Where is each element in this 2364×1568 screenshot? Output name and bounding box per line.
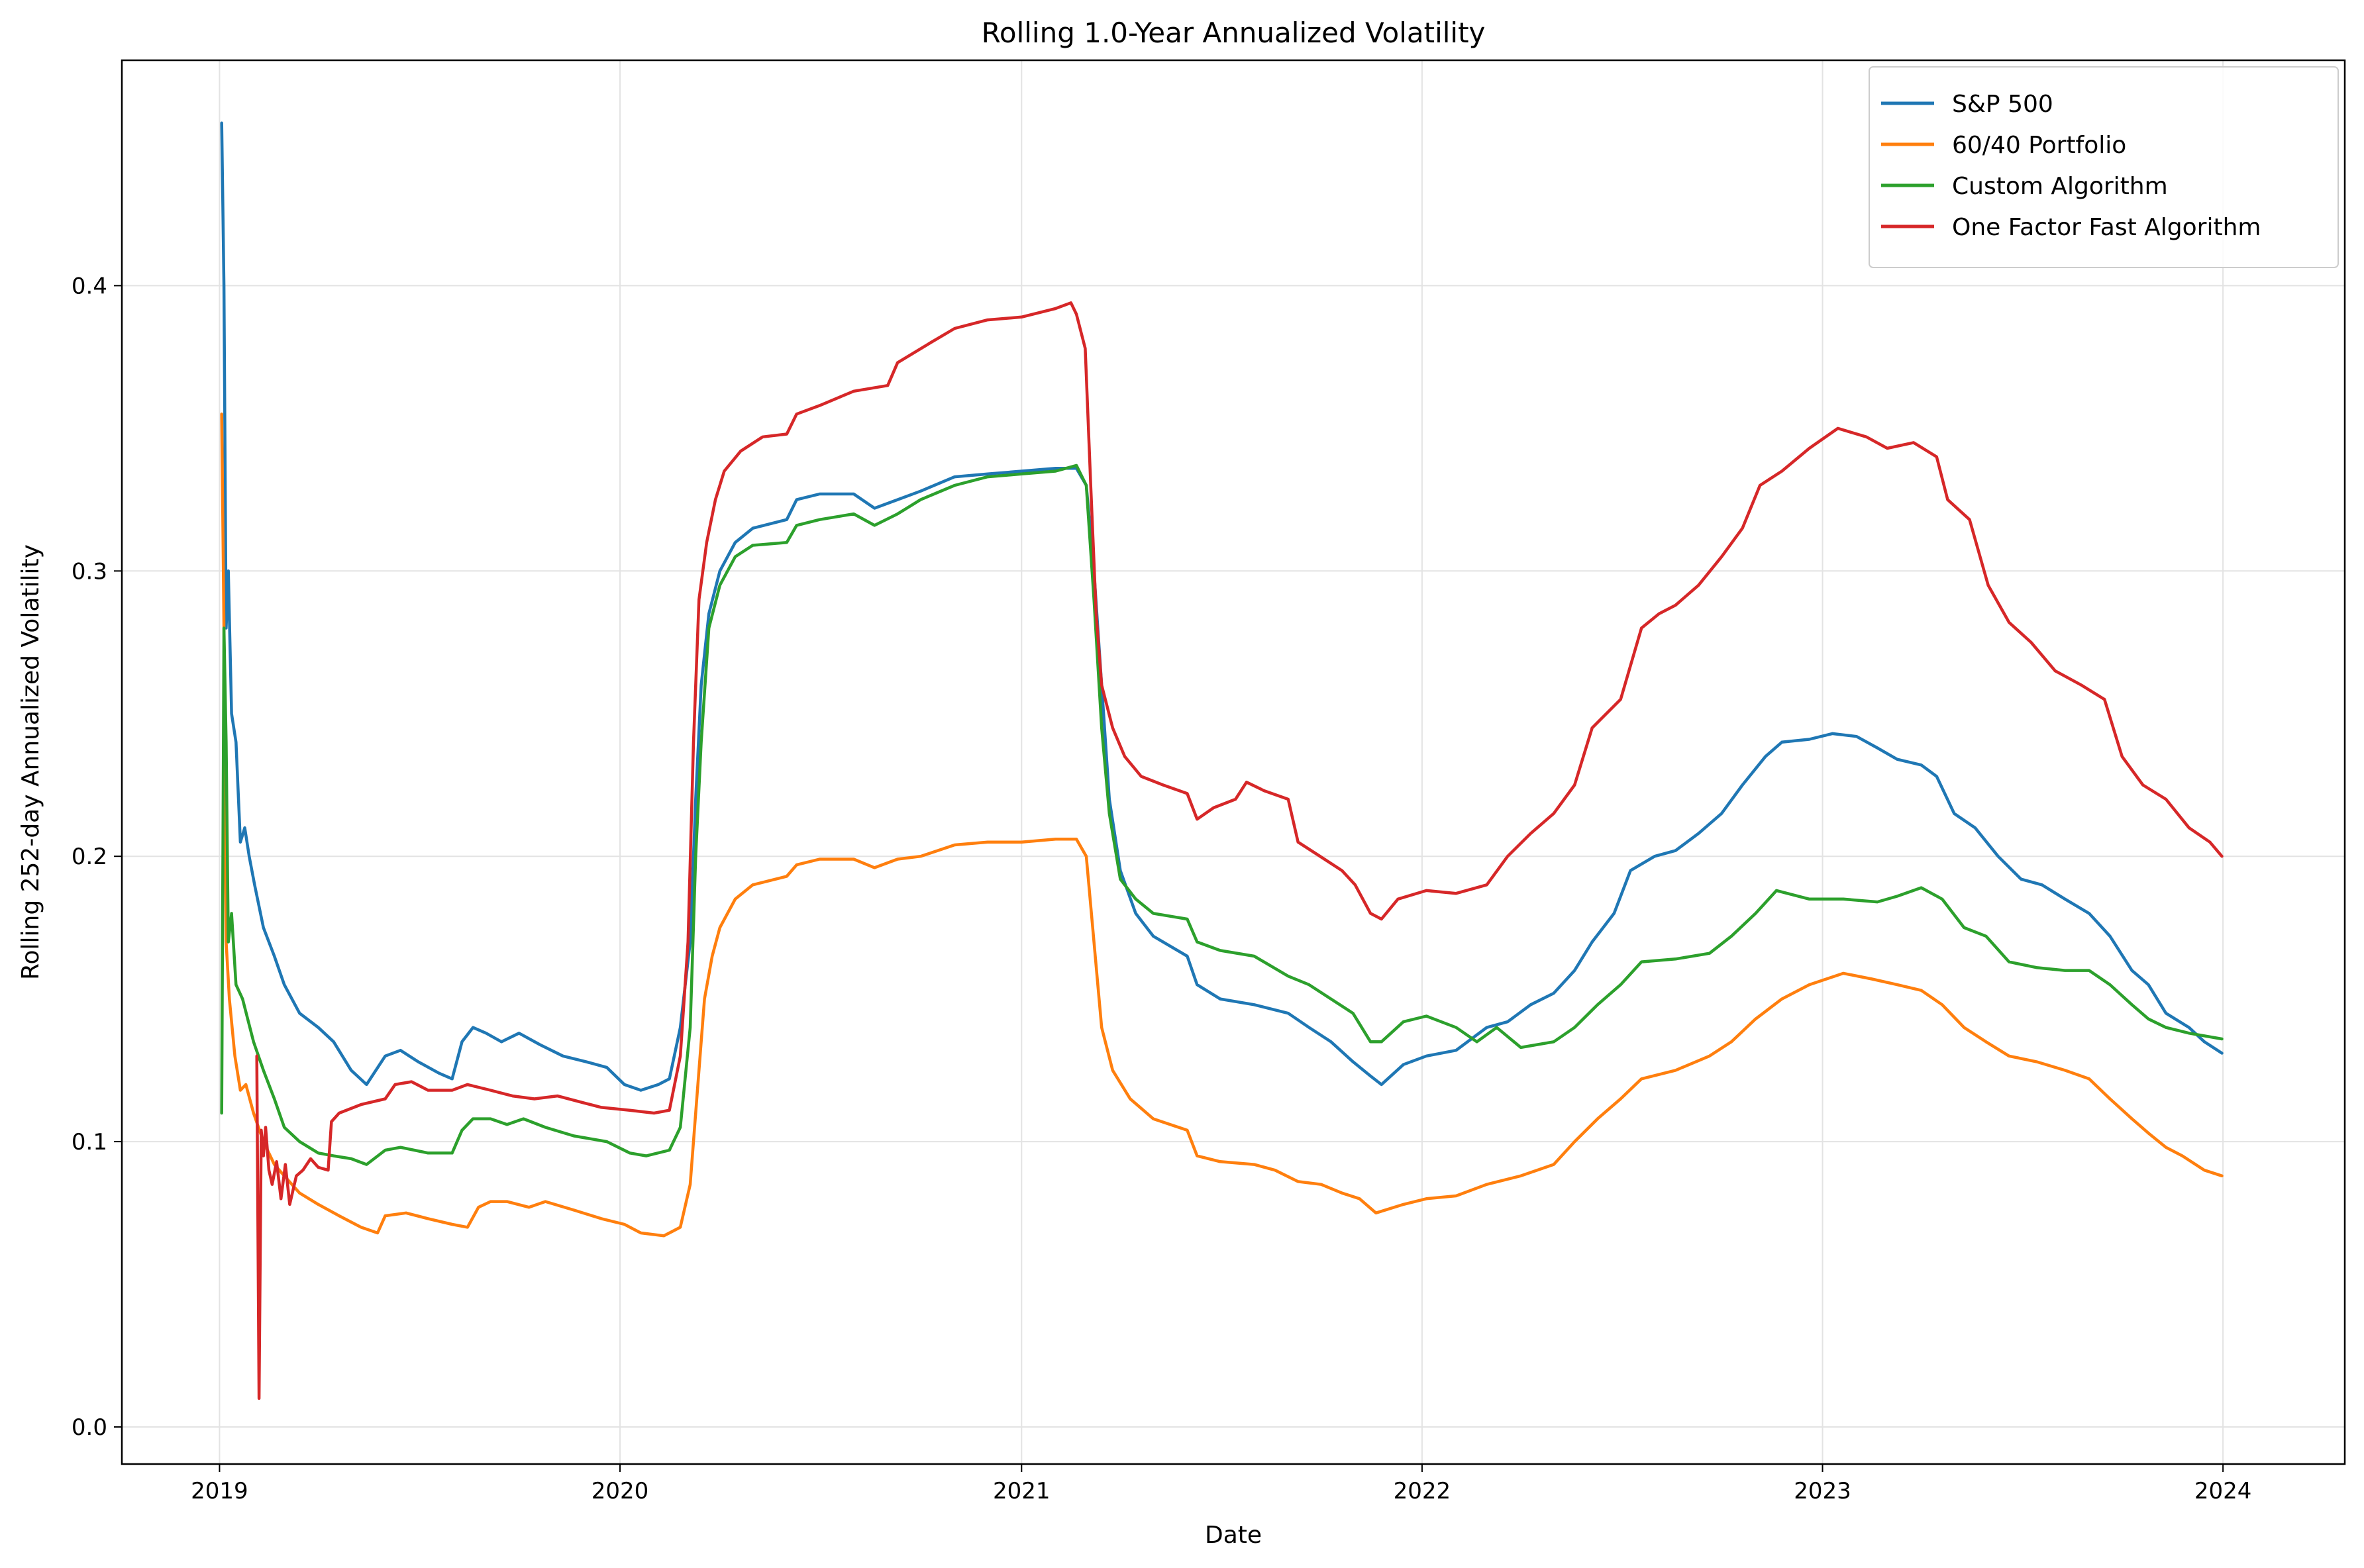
x-tick-label: 2023 xyxy=(1794,1478,1851,1504)
plot-frame xyxy=(121,59,2346,1465)
y-tick-label: 0.0 xyxy=(72,1414,107,1441)
x-tick-label: 2020 xyxy=(591,1478,649,1504)
series-line-3 xyxy=(255,301,2224,1400)
y-tick-label: 0.3 xyxy=(72,558,107,585)
y-tick-label: 0.4 xyxy=(72,273,107,299)
y-axis-title: Rolling 252-day Annualized Volatility xyxy=(17,544,44,980)
y-tick-label: 0.1 xyxy=(72,1129,107,1155)
legend-label: Custom Algorithm xyxy=(1952,173,2168,200)
x-tick-label: 2019 xyxy=(191,1478,248,1504)
legend-box xyxy=(1869,66,2339,268)
series-lines xyxy=(220,121,2224,1400)
x-tick-label: 2022 xyxy=(1394,1478,1451,1504)
series-line-2 xyxy=(220,464,2224,1166)
legend-label: One Factor Fast Algorithm xyxy=(1952,214,2261,241)
legend-label: 60/40 Portfolio xyxy=(1952,132,2126,159)
chart-title: Rolling 1.0-Year Annualized Volatility xyxy=(982,17,1486,49)
grid-lines xyxy=(122,60,2345,1464)
x-tick-label: 2021 xyxy=(993,1478,1051,1504)
x-tick-label: 2024 xyxy=(2194,1478,2252,1504)
axis-ticks: 2019 2020 2021 2022 2023 2024 0.0 0.1 0.2 0.3 0.4 xyxy=(72,273,2251,1504)
series-line-1 xyxy=(220,413,2224,1238)
legend: S&P 500 60/40 Portfolio Custom Algorithm On… xyxy=(1869,66,2339,268)
x-axis-title: Date xyxy=(1205,1522,1262,1549)
y-tick-label: 0.2 xyxy=(72,844,107,870)
legend-label: S&P 500 xyxy=(1952,91,2053,118)
